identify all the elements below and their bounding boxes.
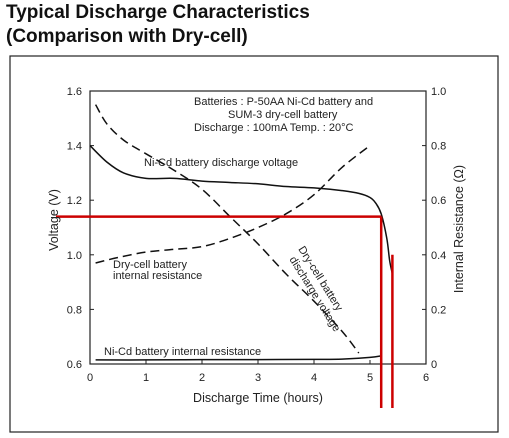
y-right-tick-label-5: 1.0: [431, 86, 446, 98]
x-tick-label-2: 2: [199, 372, 205, 384]
x-tick-label-4: 4: [311, 372, 317, 384]
x-tick-label-5: 5: [367, 372, 373, 384]
y-left-tick-label-5: 1.6: [67, 86, 82, 98]
label-nicd-internal-resistance: Ni-Cd battery internal resistance: [104, 346, 261, 358]
series-line-1: [94, 104, 360, 354]
y-right-tick-label-1: 0.2: [431, 304, 446, 316]
y-left-tick-label-3: 1.2: [67, 195, 82, 207]
y-axis-left-title: Voltage (V): [47, 189, 61, 251]
y-right-tick-label-0: 0: [431, 359, 437, 371]
y-axis-right-title: Internal Resistance (Ω): [452, 165, 466, 293]
chart-title-line1: Typical Discharge Characteristics: [6, 2, 310, 23]
label-dry-resistance-line1: Dry-cell battery: [113, 259, 187, 271]
x-tick-label-0: 0: [87, 372, 93, 384]
series-line-2: [95, 145, 371, 264]
x-tick-label-3: 3: [255, 372, 261, 384]
x-axis-title: Discharge Time (hours): [193, 391, 323, 405]
y-right-tick-label-2: 0.4: [431, 250, 446, 262]
label-dry-resistance-line2: internal resistance: [113, 270, 202, 282]
y-left-tick-label-2: 1.0: [67, 250, 82, 262]
series-line-0: [89, 145, 394, 275]
info-line-2: SUM-3 dry-cell battery: [228, 109, 338, 121]
info-line-1: Batteries : P-50AA Ni-Cd battery and: [194, 96, 373, 108]
x-tick-label-6: 6: [423, 372, 429, 384]
y-left-tick-label-4: 1.4: [67, 141, 82, 153]
y-right-tick-label-4: 0.8: [431, 141, 446, 153]
chart-frame: [9, 55, 499, 433]
chart-title-line2: (Comparison with Dry-cell): [6, 26, 248, 47]
info-line-3: Discharge : 100mA Temp. : 20°C: [194, 122, 354, 134]
label-nicd-discharge-voltage: Ni-Cd battery discharge voltage: [144, 157, 298, 169]
y-left-tick-label-0: 0.6: [67, 359, 82, 371]
x-tick-label-1: 1: [143, 372, 149, 384]
y-right-tick-label-3: 0.6: [431, 195, 446, 207]
series-line-3: [95, 355, 382, 361]
y-left-tick-label-1: 0.8: [67, 304, 82, 316]
